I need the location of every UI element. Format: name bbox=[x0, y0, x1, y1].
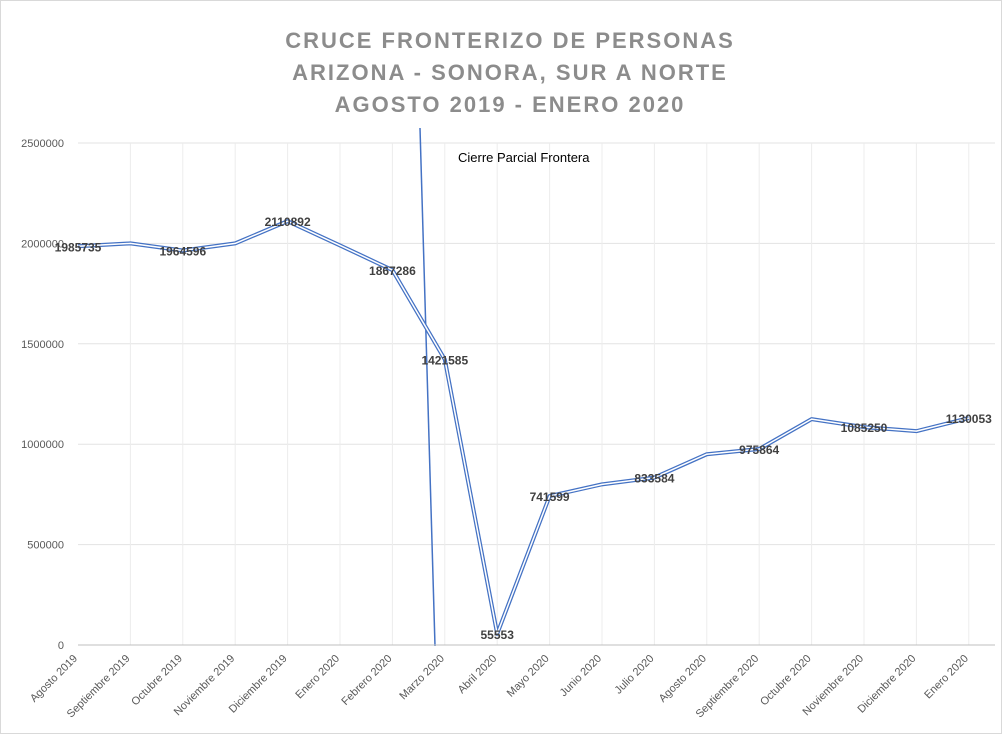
data-label: 2110892 bbox=[265, 215, 311, 229]
x-tick-label: Enero 2020 bbox=[922, 653, 971, 702]
chart-title: CRUCE FRONTERIZO DE PERSONAS bbox=[285, 28, 735, 53]
x-tick-label: Octubre 2019 bbox=[129, 653, 185, 709]
y-tick-label: 2500000 bbox=[21, 138, 64, 150]
annotation-line bbox=[419, 127, 436, 647]
x-tick-label: Abril 2020 bbox=[456, 653, 500, 697]
x-tick-label: Agosto 2019 bbox=[28, 653, 80, 705]
x-tick-label: Mayo 2020 bbox=[505, 653, 552, 700]
annotation: Cierre Parcial Frontera bbox=[458, 150, 590, 165]
data-label: 1964596 bbox=[159, 245, 206, 259]
x-tick-label: Enero 2020 bbox=[293, 653, 342, 702]
data-label: 1985735 bbox=[55, 240, 102, 254]
y-tick-label: 1000000 bbox=[21, 439, 64, 451]
y-tick-label: 2000000 bbox=[21, 238, 64, 250]
data-label: 741599 bbox=[530, 490, 570, 504]
line-highlight bbox=[77, 220, 969, 635]
x-tick-label: Agosto 2020 bbox=[657, 653, 709, 705]
data-label: 1130053 bbox=[946, 412, 992, 426]
x-tick-label: Junio 2020 bbox=[558, 653, 605, 700]
data-label: 55553 bbox=[481, 628, 515, 642]
y-tick-label: 500000 bbox=[27, 540, 64, 552]
y-tick-label: 0 bbox=[58, 640, 64, 652]
x-tick-label: Octubre 2020 bbox=[758, 653, 814, 709]
data-label: 833584 bbox=[634, 472, 674, 486]
y-tick-label: 1500000 bbox=[21, 339, 64, 351]
line bbox=[77, 219, 970, 636]
chart-title: ARIZONA - SONORA, SUR A NORTE bbox=[292, 60, 728, 85]
data-label: 1421585 bbox=[421, 354, 468, 368]
x-tick-label: Febrero 2020 bbox=[339, 653, 394, 708]
x-tick-label: Marzo 2020 bbox=[397, 653, 447, 703]
data-label: 975864 bbox=[739, 443, 779, 457]
chart-title: AGOSTO 2019 - ENERO 2020 bbox=[335, 92, 686, 117]
x-tick-label: Julio 2020 bbox=[613, 653, 657, 697]
data-label: 1085250 bbox=[841, 421, 888, 435]
data-label: 1867286 bbox=[369, 264, 416, 278]
